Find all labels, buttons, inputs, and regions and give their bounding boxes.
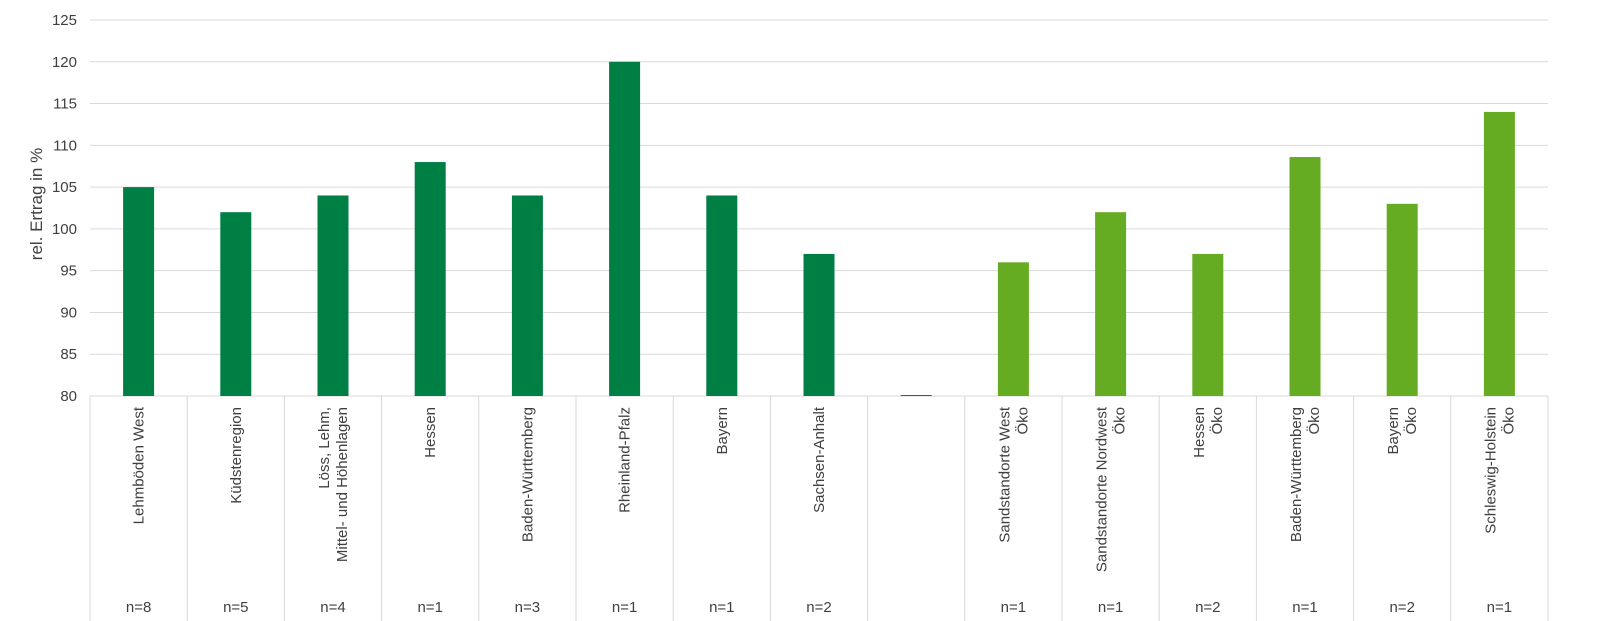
n-label: n=1	[1487, 599, 1512, 616]
bar	[123, 187, 155, 396]
category-label: Sachsen-Anhalt	[811, 406, 828, 513]
y-tick-label: 95	[60, 263, 77, 280]
y-axis-tick-labels: 80 85 90 95 100 105 110 115 120 125	[52, 12, 77, 405]
category-label: Baden-Württemberg	[1288, 407, 1305, 542]
category-label: Mittel- und Höhenlagen	[334, 407, 351, 562]
bar	[317, 195, 349, 396]
y-tick-label: 105	[52, 179, 77, 196]
n-label: n=1	[1292, 599, 1317, 616]
bar	[220, 212, 252, 396]
category-label: Küdstenregion	[228, 407, 245, 504]
bar	[1095, 212, 1127, 396]
category-label: Lehmböden West	[131, 406, 148, 524]
category-label: Sandstandorte Nordwest	[1094, 406, 1111, 572]
n-label: n=1	[1001, 599, 1026, 616]
y-tick-label: 110	[53, 137, 77, 154]
bar	[511, 195, 543, 396]
n-label: n=2	[1389, 599, 1414, 616]
n-label: n=5	[223, 599, 248, 616]
category-label: Öko	[1305, 407, 1323, 435]
bar	[1289, 157, 1321, 396]
n-label: n=1	[709, 599, 734, 616]
n-label: n=2	[806, 599, 831, 616]
bar	[900, 395, 932, 396]
bar	[1386, 203, 1418, 396]
n-label: n=1	[1098, 599, 1123, 616]
y-axis-title: rel. Ertrag in %	[27, 148, 46, 260]
bar	[1192, 253, 1224, 396]
category-label: Öko	[1111, 407, 1129, 435]
category-label: Öko	[1499, 407, 1517, 435]
category-label: Löss, Lehm,	[316, 407, 333, 489]
category-labels: Lehmböden West Küdstenregion Löss, Lehm, Mi…	[131, 406, 1518, 572]
n-label: n=3	[515, 599, 540, 616]
n-label: n=1	[417, 599, 442, 616]
n-label: n=8	[126, 599, 151, 616]
y-tick-label: 115	[53, 96, 77, 113]
bar	[414, 162, 446, 396]
n-label: n=1	[612, 599, 637, 616]
n-label: n=2	[1195, 599, 1220, 616]
y-tick-label: 125	[52, 12, 77, 29]
sample-size-labels: n=8 n=5 n=4 n=1 n=3 n=1 n=1 n=2 n=1 n=1 n=2 n=1 n=2 n…	[126, 599, 1512, 616]
bar	[706, 195, 738, 396]
y-tick-label: 120	[52, 54, 77, 71]
category-label: Bayern	[1385, 407, 1402, 455]
y-tick-label: 100	[52, 221, 77, 238]
bar	[1483, 111, 1515, 397]
y-tick-label: 90	[60, 304, 77, 321]
bars	[123, 61, 1515, 397]
bar	[997, 262, 1029, 396]
y-tick-label: 85	[60, 346, 77, 363]
category-label: Öko	[1402, 407, 1420, 435]
category-label: Schleswig-Holstein	[1482, 407, 1499, 534]
category-label: Öko	[1013, 407, 1031, 435]
category-label: Baden-Württemberg	[519, 407, 536, 542]
y-tick-label: 80	[60, 388, 77, 405]
category-label: Hessen	[422, 407, 439, 458]
bar	[803, 253, 835, 396]
category-label: Öko	[1208, 407, 1226, 435]
category-label: Rheinland-Pfalz	[617, 407, 634, 513]
bar	[609, 61, 641, 397]
category-label: Bayern	[714, 407, 731, 455]
category-label: Hessen	[1191, 407, 1208, 458]
n-label: n=4	[320, 599, 345, 616]
category-label: Sandstandorte West	[996, 406, 1013, 542]
